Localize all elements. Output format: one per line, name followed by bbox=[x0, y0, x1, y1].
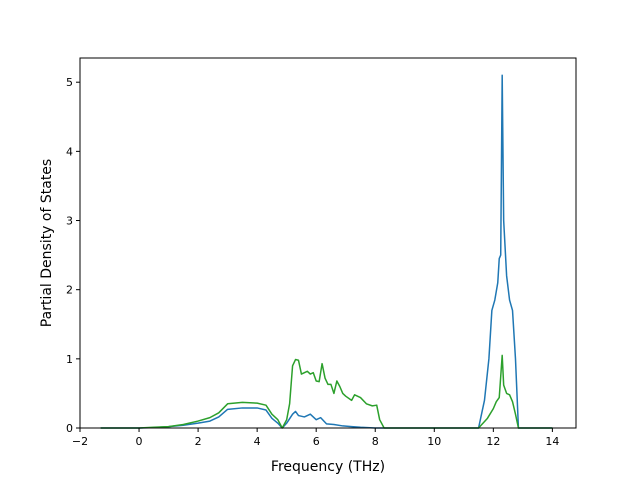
x-axis-label: Frequency (THz) bbox=[271, 459, 385, 475]
x-tick-label: −2 bbox=[72, 435, 88, 448]
y-tick-label: 3 bbox=[66, 215, 73, 228]
y-axis-label: Partial Density of States bbox=[39, 159, 55, 327]
x-tick-label: 12 bbox=[486, 435, 500, 448]
y-tick-label: 4 bbox=[66, 145, 73, 158]
x-tick-label: 2 bbox=[195, 435, 202, 448]
y-tick-label: 2 bbox=[66, 284, 73, 297]
x-tick-label: 8 bbox=[372, 435, 379, 448]
y-axis-ticks: 0 1 2 3 4 5 bbox=[66, 76, 80, 435]
y-tick-label: 5 bbox=[66, 76, 73, 89]
x-tick-label: 10 bbox=[427, 435, 441, 448]
x-tick-label: 4 bbox=[254, 435, 261, 448]
x-axis-ticks: −2 0 2 4 6 8 10 12 14 bbox=[72, 428, 559, 448]
series-layer bbox=[100, 74, 553, 429]
x-tick-label: 14 bbox=[545, 435, 559, 448]
y-tick-label: 1 bbox=[66, 353, 73, 366]
x-tick-label: 0 bbox=[136, 435, 143, 448]
y-tick-label: 0 bbox=[66, 422, 73, 435]
series-line-2 bbox=[100, 354, 553, 429]
x-tick-label: 6 bbox=[313, 435, 320, 448]
series-line-1 bbox=[100, 74, 553, 429]
plot-frame bbox=[79, 57, 577, 429]
